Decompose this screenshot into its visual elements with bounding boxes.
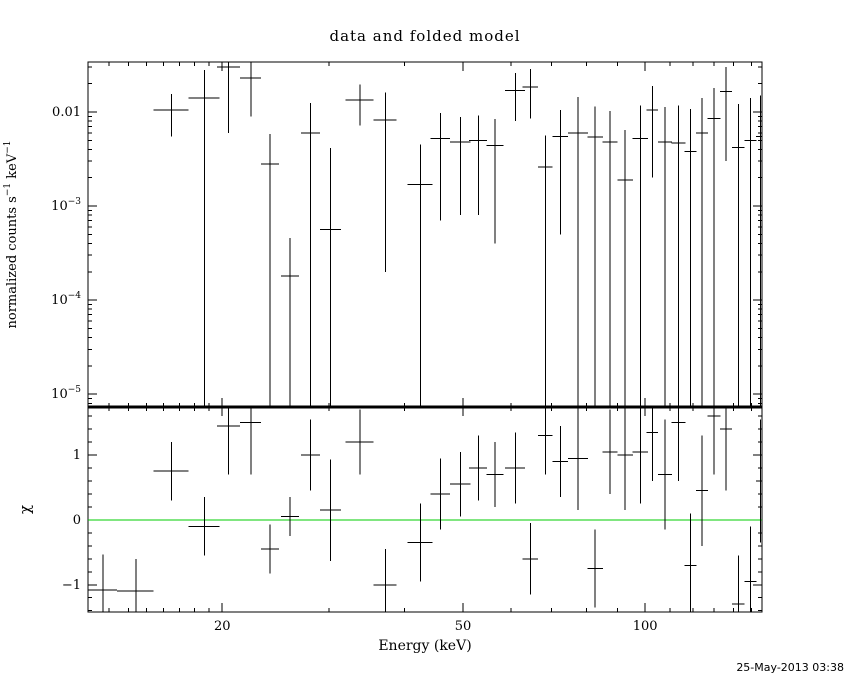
svg-text:1: 1 — [73, 448, 81, 463]
x-axis-label: Energy (keV) — [378, 638, 471, 654]
svg-text:10−5: 10−5 — [51, 385, 81, 402]
plot-title: data and folded model — [329, 27, 521, 45]
panel-frames — [87, 61, 763, 613]
svg-text:100: 100 — [633, 619, 658, 634]
svg-text:50: 50 — [455, 619, 472, 634]
tick-labels: 20 50 100 0.01 10−3 10−4 10−5 1 0 −1 — [51, 105, 657, 634]
svg-text:20: 20 — [214, 619, 231, 634]
svg-text:0: 0 — [73, 513, 81, 528]
svg-text:−1: −1 — [62, 578, 81, 593]
residual-error-bars — [88, 407, 762, 612]
svg-text:0.01: 0.01 — [52, 105, 81, 120]
axis-ticks — [88, 62, 762, 612]
axis-titles: Energy (keV) χ normalized counts s−1 keV−1 — [3, 140, 472, 654]
chi-axis-label: χ — [16, 505, 34, 514]
svg-text:10−4: 10−4 — [51, 291, 81, 308]
spectrum-error-bars — [153, 62, 762, 407]
counts-axis-label: normalized counts s−1 keV−1 — [3, 140, 20, 328]
timestamp: 25-May-2013 03:38 — [736, 661, 844, 674]
svg-text:10−3: 10−3 — [51, 197, 81, 214]
